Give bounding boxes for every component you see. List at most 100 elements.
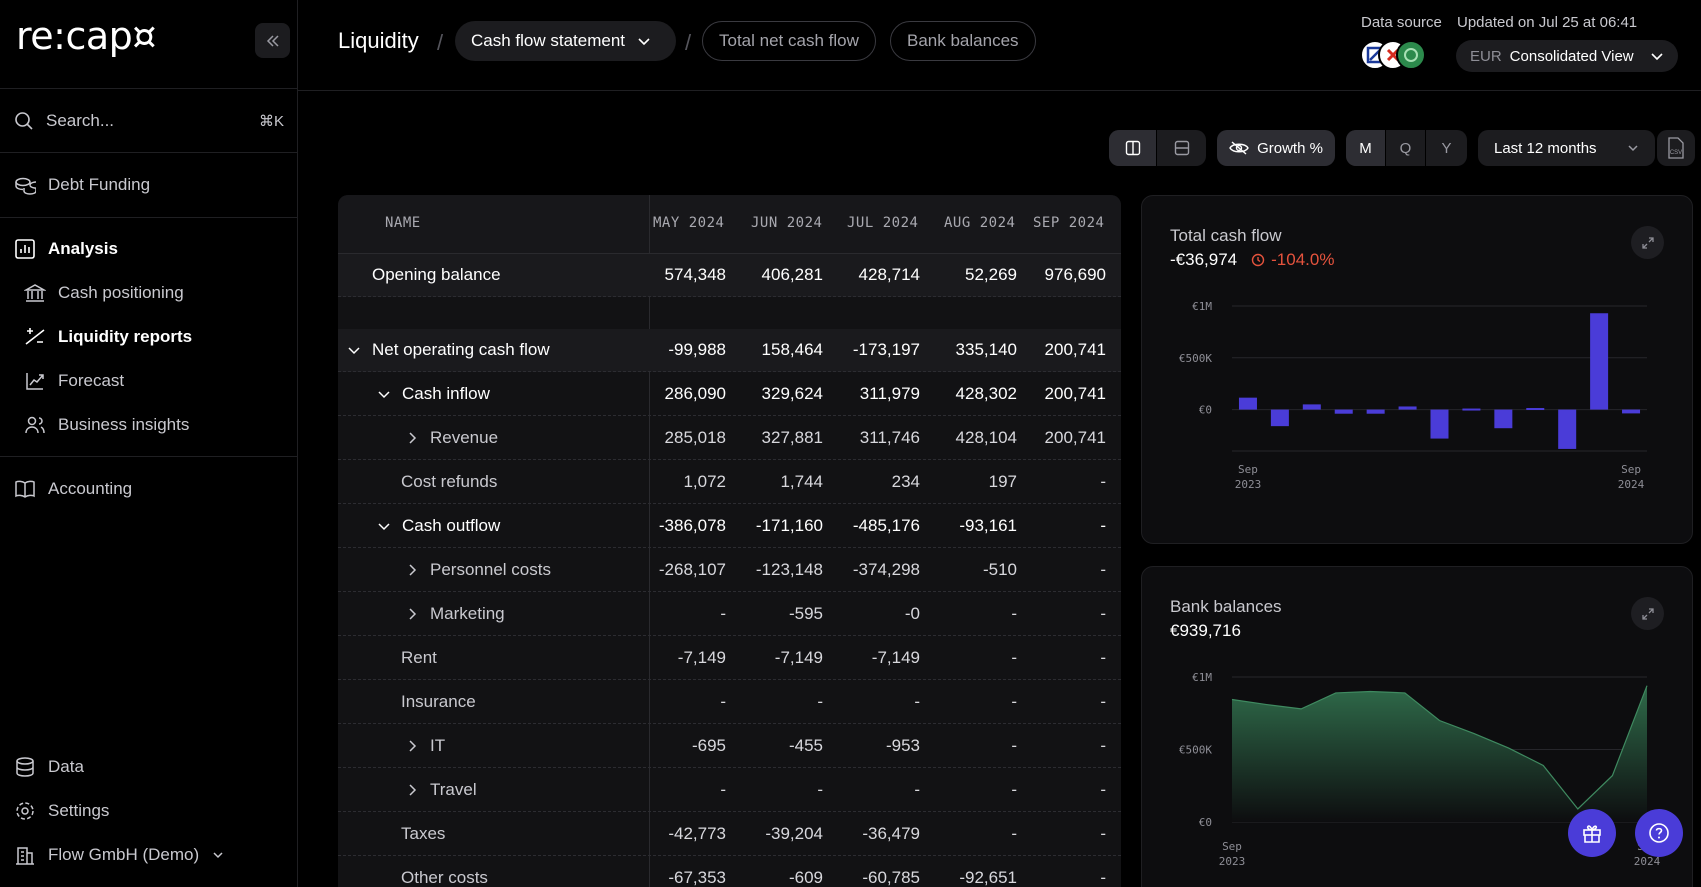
- bar[interactable]: [1462, 408, 1481, 411]
- chevron-down-icon[interactable]: [346, 342, 362, 358]
- table-row[interactable]: Cash inflow 286,090 329,624 311,979 428,302 2…: [338, 373, 1121, 416]
- period-year-button[interactable]: Y: [1441, 139, 1452, 157]
- expand-chart-button[interactable]: [1631, 597, 1664, 630]
- cell-value: -: [720, 692, 726, 711]
- card-value: -€36,974: [1170, 250, 1238, 269]
- bar[interactable]: [1526, 408, 1545, 411]
- column-header-name: NAME: [385, 215, 421, 231]
- bar[interactable]: [1334, 409, 1353, 414]
- row-name-cell: Cost refunds: [401, 472, 497, 492]
- row-name-cell: Other costs: [401, 868, 488, 887]
- bar[interactable]: [1558, 409, 1577, 449]
- bar[interactable]: [1366, 409, 1385, 414]
- row-name-cell: Taxes: [401, 824, 445, 844]
- search-icon: [15, 112, 33, 130]
- growth-toggle[interactable]: Growth %: [1217, 130, 1335, 166]
- sidebar-item-accounting[interactable]: Accounting: [14, 478, 132, 500]
- row-label: Other costs: [401, 868, 488, 887]
- cell-value: -: [1100, 868, 1106, 887]
- cell-value: 200,741: [1044, 428, 1106, 447]
- period-quarter-button[interactable]: Q: [1386, 130, 1426, 166]
- sidebar-item-liquidity-reports[interactable]: Liquidity reports: [24, 326, 192, 348]
- breadcrumb-separator: /: [685, 30, 692, 55]
- range-select[interactable]: Last 12 months: [1478, 130, 1655, 166]
- bar[interactable]: [1494, 409, 1513, 429]
- view-mode-label: Consolidated View: [1509, 47, 1634, 65]
- breadcrumb-liquidity[interactable]: Liquidity: [338, 28, 419, 53]
- cell-value: -99,988: [668, 340, 726, 359]
- area-line: [1231, 685, 1648, 810]
- row-label: Revenue: [430, 428, 499, 447]
- cell-value: -386,078: [658, 516, 726, 535]
- table-row[interactable]: Net operating cash flow -99,988 158,464 -17…: [338, 329, 1121, 372]
- export-csv-button[interactable]: CSV: [1657, 130, 1695, 166]
- cell-value: -609: [788, 868, 823, 887]
- chevron-down-icon[interactable]: [376, 386, 392, 402]
- cell-value: -: [1100, 516, 1106, 535]
- data-source-icons[interactable]: [1360, 40, 1430, 72]
- card-value-row: €939,716: [1170, 621, 1241, 641]
- table-row[interactable]: Cash outflow -386,078 -171,160 -485,176 -93,…: [338, 505, 1121, 548]
- bar[interactable]: [1238, 397, 1257, 410]
- card-value: €939,716: [1170, 621, 1241, 640]
- cell-value: -: [1100, 604, 1106, 623]
- sidebar-item-label: Settings: [48, 801, 110, 820]
- tab-label: Bank balances: [907, 31, 1019, 50]
- gear-icon: [16, 802, 34, 820]
- search-input[interactable]: Search... ⌘K: [14, 108, 284, 134]
- company-switcher[interactable]: Flow GmbH (Demo): [14, 844, 225, 866]
- consolidated-view-select[interactable]: EUR Consolidated View: [1456, 40, 1678, 72]
- table-row: Taxes -42,773 -39,204 -36,479 - -: [338, 813, 1121, 856]
- cell-value: 311,979: [859, 384, 920, 403]
- bar[interactable]: [1430, 409, 1449, 439]
- cell-value: -485,176: [852, 516, 920, 535]
- sidebar-item-forecast[interactable]: Forecast: [24, 370, 124, 392]
- app-logo[interactable]: re:cap¤: [16, 14, 156, 58]
- tab-total-net-cash-flow[interactable]: Total net cash flow: [702, 21, 876, 61]
- cell-value: -171,160: [755, 516, 823, 535]
- bar[interactable]: [1398, 406, 1417, 410]
- expand-chart-button[interactable]: [1631, 226, 1664, 259]
- layout-stacked-button[interactable]: [1157, 130, 1206, 166]
- help-button[interactable]: [1635, 809, 1683, 857]
- sidebar-item-cash-positioning[interactable]: Cash positioning: [24, 282, 184, 304]
- table-row[interactable]: Revenue 285,018 327,881 311,746 428,104 200,7…: [338, 417, 1121, 460]
- collapse-sidebar-button[interactable]: [255, 23, 290, 58]
- table-row[interactable]: Marketing - -595 -0 - -: [338, 593, 1121, 636]
- range-label: Last 12 months: [1494, 139, 1597, 157]
- table-row[interactable]: Travel - - - - -: [338, 769, 1121, 812]
- chevron-right-icon[interactable]: [404, 606, 420, 622]
- table-row: Insurance - - - - -: [338, 681, 1121, 724]
- area-series[interactable]: [1232, 685, 1647, 822]
- chevron-down-icon[interactable]: [376, 518, 392, 534]
- row-name-cell: Rent: [401, 648, 437, 668]
- bar[interactable]: [1622, 409, 1641, 414]
- table-row[interactable]: IT -695 -455 -953 - -: [338, 725, 1121, 768]
- sidebar-item-data[interactable]: Data: [14, 756, 84, 778]
- chevron-right-icon[interactable]: [404, 782, 420, 798]
- csv-label: CSV: [1670, 150, 1682, 156]
- period-month-button[interactable]: M: [1346, 130, 1386, 166]
- y-tick-label: €1M: [1192, 300, 1212, 313]
- chevron-right-icon[interactable]: [404, 738, 420, 754]
- chart-grid-icon: [15, 239, 35, 259]
- sidebar-item-settings[interactable]: Settings: [14, 800, 109, 822]
- table-row[interactable]: Personnel costs -268,107 -123,148 -374,298 -…: [338, 549, 1121, 592]
- bar[interactable]: [1270, 409, 1289, 427]
- gift-button[interactable]: [1568, 809, 1616, 857]
- layout-split-button[interactable]: [1109, 130, 1157, 166]
- tab-bank-balances[interactable]: Bank balances: [890, 21, 1036, 61]
- sidebar-item-debt-funding[interactable]: Debt Funding: [14, 174, 150, 196]
- growth-button[interactable]: Growth %: [1217, 130, 1335, 166]
- chevron-right-icon[interactable]: [404, 562, 420, 578]
- column-header-month: SEP 2024: [1033, 215, 1105, 231]
- table-row: Cost refunds 1,072 1,744 234 197 -: [338, 461, 1121, 504]
- cell-value: -: [1100, 648, 1106, 667]
- view-select[interactable]: Cash flow statement: [455, 21, 676, 61]
- sidebar-item-analysis[interactable]: Analysis: [14, 238, 118, 260]
- row-name-cell: Marketing: [404, 604, 505, 624]
- chevron-right-icon[interactable]: [404, 430, 420, 446]
- bar[interactable]: [1302, 404, 1321, 410]
- sidebar-item-business-insights[interactable]: Business insights: [24, 414, 189, 436]
- bar[interactable]: [1590, 313, 1609, 410]
